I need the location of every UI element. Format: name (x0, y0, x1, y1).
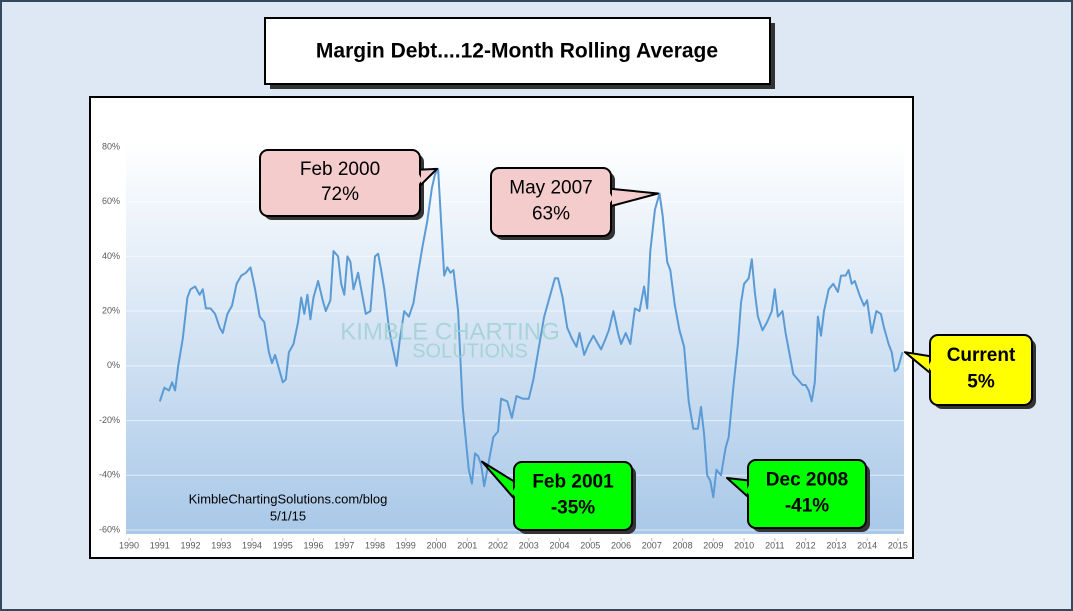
watermark: KIMBLE CHARTING (340, 318, 560, 345)
x-tick-label: 1995 (273, 540, 293, 550)
x-tick-label: 2010 (734, 540, 754, 550)
x-tick-label: 2007 (642, 540, 662, 550)
callout-box (259, 149, 421, 217)
callout-label: Feb 2000 (300, 159, 380, 180)
x-tick-label: 1992 (180, 540, 200, 550)
x-tick-label: 1997 (334, 540, 354, 550)
watermark: SOLUTIONS (412, 340, 528, 362)
callout-box (490, 167, 612, 237)
x-tick-label: 2008 (673, 540, 693, 550)
x-tick-label: 2012 (796, 540, 816, 550)
y-tick-label: 0% (107, 360, 120, 370)
y-tick-label: -60% (99, 524, 120, 534)
callout-tail-fill (746, 481, 751, 498)
x-tick-label: 1994 (242, 540, 262, 550)
callout-box (929, 334, 1033, 406)
callout-box (513, 461, 633, 531)
y-tick-label: 60% (102, 196, 120, 206)
callout-tail-fill (608, 189, 613, 206)
x-tick-label: 2005 (580, 540, 600, 550)
x-tick-label: 2004 (550, 540, 570, 550)
x-tick-label: 1991 (150, 540, 170, 550)
x-tick-label: 1999 (396, 540, 416, 550)
x-tick-label: 2002 (488, 540, 508, 550)
callout-value: 72% (321, 184, 359, 205)
chart-title: Margin Debt....12-Month Rolling Average (316, 40, 718, 63)
x-tick-label: 2014 (857, 540, 877, 550)
callout-label: Feb 2001 (532, 471, 614, 492)
y-tick-label: 80% (102, 141, 120, 151)
y-tick-label: 40% (102, 251, 120, 261)
title-box (264, 17, 771, 85)
callout-label: May 2007 (509, 177, 592, 198)
data-line (158, 167, 904, 499)
callout-value: 63% (532, 203, 570, 224)
x-tick-label: 1990 (119, 540, 139, 550)
date-text: 5/1/15 (270, 508, 306, 523)
x-tick-label: 1998 (365, 540, 385, 550)
callout-tail-fill (512, 483, 517, 500)
callout-tail-fill (417, 170, 422, 187)
x-tick-label: 2015 (888, 540, 908, 550)
callout-label: Dec 2008 (766, 469, 848, 490)
callout-box (747, 459, 867, 529)
y-tick-label: 20% (102, 306, 120, 316)
x-tick-label: 2006 (611, 540, 631, 550)
y-tick-label: -20% (99, 415, 120, 425)
callout-label: Current (947, 345, 1016, 366)
callout-tail-fill (928, 357, 933, 374)
x-tick-label: 2003 (519, 540, 539, 550)
source-text: KimbleChartingSolutions.com/blog (189, 491, 388, 506)
x-tick-label: 1996 (304, 540, 324, 550)
y-tick-label: -40% (99, 470, 120, 480)
x-tick-label: 2001 (457, 540, 477, 550)
x-tick-label: 1993 (211, 540, 231, 550)
x-tick-label: 2009 (703, 540, 723, 550)
callout-value: -35% (551, 497, 595, 518)
callout-value: 5% (967, 372, 995, 393)
x-tick-label: 2011 (765, 540, 784, 550)
x-tick-label: 2013 (826, 540, 846, 550)
callout-value: -41% (785, 495, 829, 516)
x-tick-label: 2000 (427, 540, 447, 550)
